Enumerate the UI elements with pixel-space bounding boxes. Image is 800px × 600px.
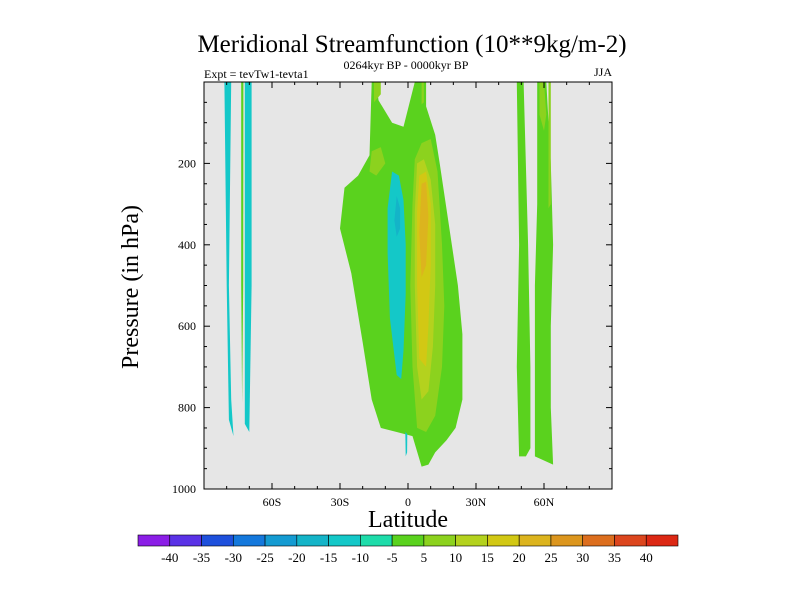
contour-small-negative-patch [405, 432, 408, 457]
x-axis-title: Latitude [368, 507, 448, 533]
colorbar [137, 534, 679, 547]
colorbar-swatch [201, 534, 234, 547]
colorbar-label: 40 [640, 550, 653, 565]
colorbar-label: -30 [225, 550, 242, 565]
plot-border [203, 81, 613, 490]
y-tick-labels: 200 400 600 800 1000 [172, 156, 196, 496]
contour-sh-subtropical-negative-cell [387, 171, 406, 380]
colorbar-swatch [169, 534, 202, 547]
contour-upper-branch-yellow-3 [421, 82, 424, 105]
contour-sh-subtropical-negative-core [394, 196, 401, 237]
colorbar-swatch [328, 534, 361, 547]
y-tick-label: 200 [178, 156, 196, 170]
colorbar-swatch [423, 534, 456, 547]
colorbar-label: -20 [288, 550, 305, 565]
colorbar-swatch [296, 534, 329, 547]
y-tick-label: 600 [178, 319, 196, 333]
x-tick-label: 0 [405, 495, 411, 509]
colorbar-label: -5 [387, 550, 398, 565]
colorbar-label: 15 [481, 550, 494, 565]
contour-sh-thin-positive-strip [241, 82, 244, 404]
x-tick-label: 30S [331, 495, 350, 509]
colorbar-swatch [232, 534, 266, 547]
season-label: JJA [594, 65, 612, 79]
contour-nh-high-lat-band-2-yellow [539, 82, 547, 131]
colorbar-swatch [614, 534, 647, 547]
time-range-label: 0264kyr BP - 0000kyr BP [344, 58, 469, 72]
colorbar-swatch [360, 534, 393, 547]
y-tick-label: 400 [178, 238, 196, 252]
contour-nh-high-lat-band-1-positive [516, 82, 531, 457]
x-tick-label: 60S [263, 495, 282, 509]
x-tick-labels: 60S 30S 0 30N 60N [263, 495, 555, 509]
colorbar-label: -40 [161, 550, 178, 565]
contour-nh-high-lat-band-2-yellow-2 [548, 82, 551, 209]
colorbar-labels: -40 -35 -30 -25 -20 -15 -10 -5 5 10 15 20 25 30 35 40 [161, 550, 653, 565]
colorbar-label: -35 [193, 550, 210, 565]
colorbar-swatch [582, 534, 615, 547]
colorbar-label: 10 [449, 550, 462, 565]
y-tick-label: 1000 [172, 482, 196, 496]
colorbar-label: 30 [576, 550, 589, 565]
colorbar-swatch [391, 534, 425, 547]
colorbar-swatch [264, 534, 298, 547]
contour-sh-high-lat-band-1-negative [224, 82, 234, 437]
colorbar-label: 20 [513, 550, 526, 565]
colorbar-label: -25 [256, 550, 273, 565]
x-tick-label: 60N [534, 495, 555, 509]
contour-sh-high-lat-band-2-negative [244, 82, 252, 432]
contour-upper-branch-yellow-1 [374, 82, 381, 103]
colorbar-label: 5 [421, 550, 428, 565]
colorbar-label: 35 [608, 550, 621, 565]
colorbar-swatch [137, 534, 171, 547]
experiment-label: Expt = tevTw1-tevta1 [204, 67, 309, 81]
y-tick-label: 800 [178, 401, 196, 415]
chart-title: Meridional Streamfunction (10**9kg/m-2) [197, 31, 626, 58]
x-tick-label: 30N [466, 495, 487, 509]
contour-fill-layer [224, 82, 554, 467]
colorbar-label: -10 [352, 550, 369, 565]
colorbar-swatch [645, 534, 679, 547]
y-axis-title: Pressure (in hPa) [118, 205, 144, 369]
contour-ascending-column-level-25 [419, 181, 429, 278]
colorbar-swatch [487, 534, 520, 547]
colorbar-label: 25 [544, 550, 557, 565]
colorbar-swatch [550, 534, 584, 547]
colorbar-swatch [518, 534, 552, 547]
colorbar-swatch [455, 534, 488, 547]
colorbar-label: -15 [320, 550, 337, 565]
contour-upper-branch-yellow-2 [369, 147, 386, 176]
